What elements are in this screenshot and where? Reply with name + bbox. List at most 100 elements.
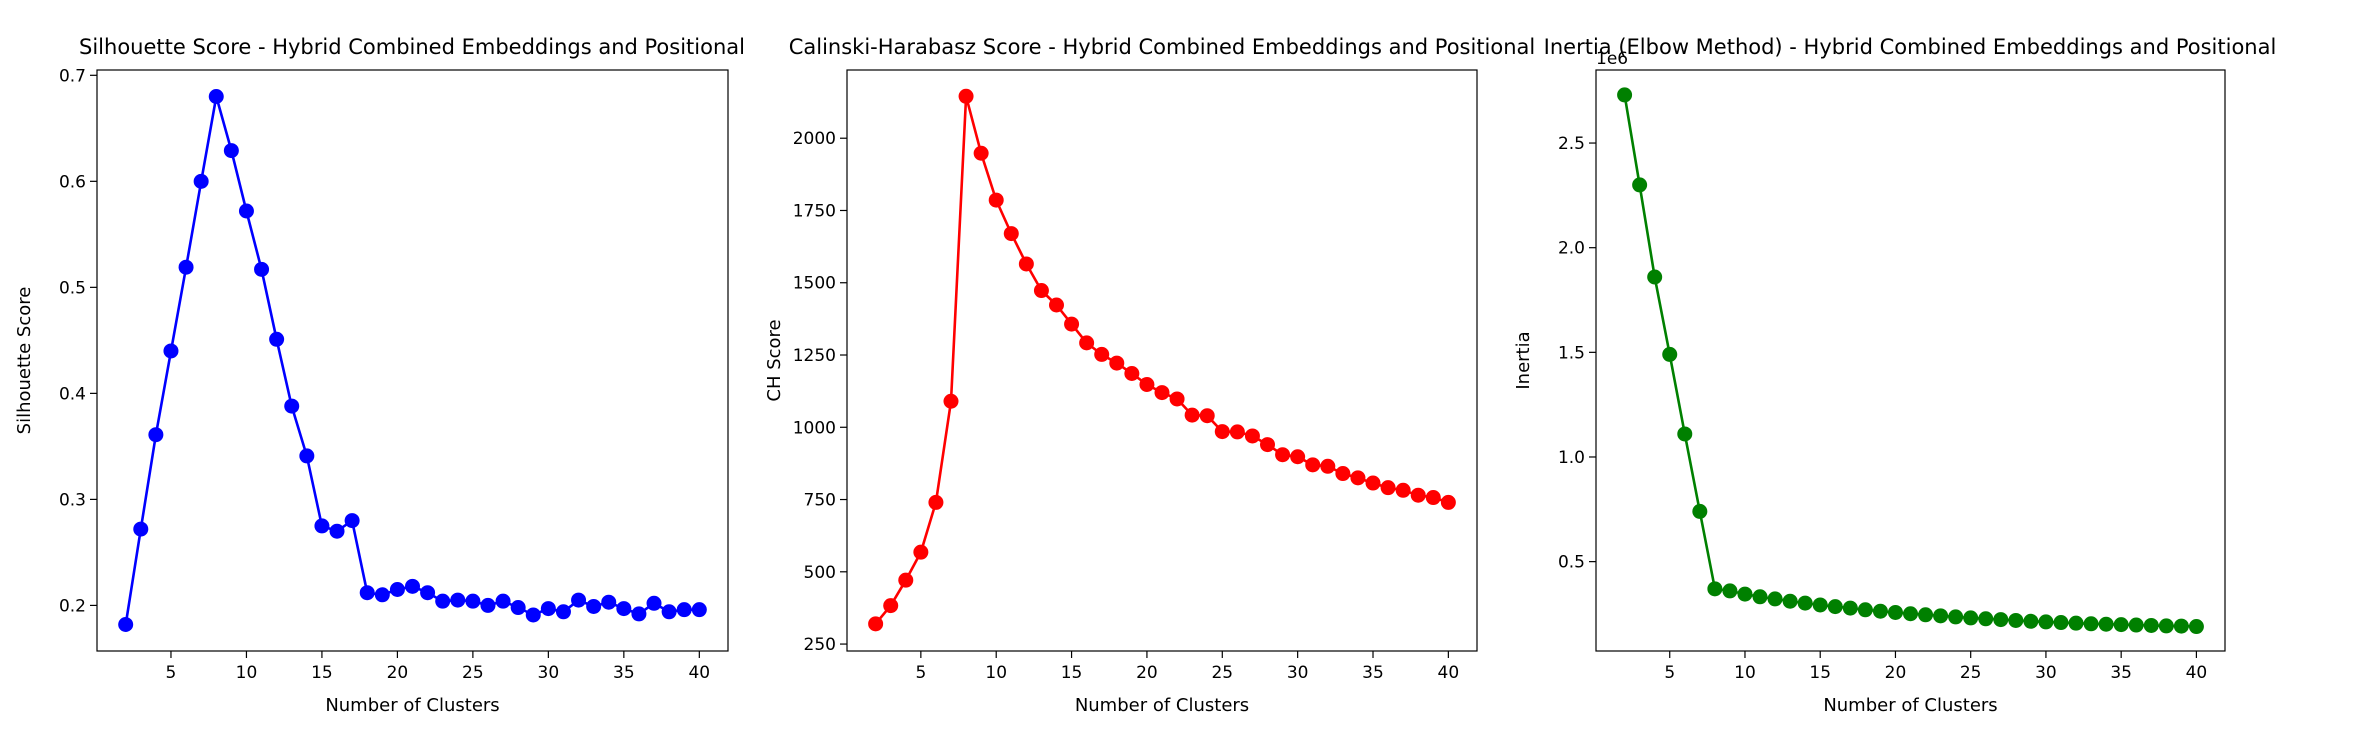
- ch-score-x-tick-label: 15: [1061, 663, 1083, 683]
- inertia-data-point: [1827, 599, 1843, 615]
- ch-score-data-point: [1350, 470, 1366, 486]
- inertia-data-point: [2173, 618, 2189, 634]
- silhouette-data-point: [359, 585, 375, 601]
- silhouette-data-point: [299, 448, 315, 464]
- inertia-x-tick-label: 25: [1960, 663, 1982, 683]
- silhouette-data-point: [480, 597, 496, 613]
- inertia-x-tick-label: 35: [2110, 663, 2132, 683]
- ch-score-data-point: [913, 544, 929, 560]
- inertia-data-point: [1782, 593, 1798, 609]
- silhouette-data-point: [118, 616, 134, 632]
- ch-score-y-tick-label: 1000: [793, 418, 836, 438]
- silhouette-x-tick-label: 25: [462, 663, 484, 683]
- inertia-x-axis-label: Number of Clusters: [1823, 695, 1997, 716]
- ch-score-data-point: [1425, 490, 1441, 506]
- ch-score-y-tick-label: 1750: [793, 201, 836, 221]
- inertia-data-point: [2158, 618, 2174, 634]
- silhouette-data-point: [616, 601, 632, 617]
- inertia-data-point: [2053, 615, 2069, 631]
- inertia-y-tick-label: 2.5: [1558, 134, 1585, 154]
- inertia-data-point: [1752, 589, 1768, 605]
- inertia-data-point: [2083, 616, 2099, 632]
- inertia-data-point: [1978, 611, 1994, 627]
- inertia-data-point: [1797, 595, 1813, 611]
- ch-score-data-point: [1260, 437, 1276, 453]
- inertia-data-point: [2128, 617, 2144, 633]
- inertia-data-point: [2008, 612, 2024, 628]
- inertia-x-tick-label: 5: [1664, 663, 1675, 683]
- ch-score-data-point: [1154, 385, 1170, 401]
- silhouette-x-axis-label: Number of Clusters: [325, 695, 499, 716]
- ch-score-series-line: [874, 95, 1449, 625]
- silhouette-data-point: [691, 602, 707, 618]
- ch-score-x-tick-label: 5: [915, 663, 926, 683]
- ch-score-data-point: [1094, 346, 1110, 362]
- ch-score-data-point: [958, 88, 974, 104]
- ch-score-data-point: [1244, 428, 1260, 444]
- ch-score-data-point: [1410, 487, 1426, 503]
- silhouette-data-point: [435, 593, 451, 609]
- ch-score-data-point: [973, 145, 989, 161]
- ch-score-x-tick-label: 40: [1438, 663, 1460, 683]
- silhouette-y-tick-label: 0.2: [59, 596, 86, 616]
- ch-score-data-point: [1305, 457, 1321, 473]
- silhouette-x-tick-label: 15: [311, 663, 333, 683]
- ch-score-data-point: [1290, 449, 1306, 465]
- inertia-data-point: [1903, 606, 1918, 622]
- silhouette-data-point: [465, 593, 481, 609]
- inertia-axes-frame: [1595, 69, 2226, 652]
- silhouette-data-point: [571, 592, 587, 608]
- silhouette-data-point: [601, 594, 617, 610]
- silhouette-data-point: [540, 601, 556, 617]
- ch-score-data-point: [1380, 480, 1396, 496]
- silhouette-data-point: [133, 521, 149, 537]
- inertia-data-point: [1857, 602, 1873, 618]
- silhouette-data-point: [661, 604, 677, 620]
- silhouette-axes-frame: [96, 69, 729, 652]
- ch-score-data-point: [988, 192, 1004, 208]
- silhouette-data-point: [676, 602, 692, 618]
- calinski-harabasz-chart: 5 10 15 20 25 30 35 40 250 500 750 1000 1250 1500 1750…: [764, 35, 1535, 716]
- silhouette-data-point: [163, 343, 179, 359]
- silhouette-chart: 5 10 15 20 25 30 35 40 0.2 0.3 0.4 0.5 0.6 0.7 Silhoue…: [14, 35, 745, 716]
- inertia-y-tick-label: 1.0: [1558, 448, 1585, 468]
- silhouette-data-point: [495, 593, 511, 609]
- ch-score-data-point: [1018, 256, 1034, 272]
- inertia-data-point: [1737, 586, 1753, 602]
- ch-score-data-point: [1169, 391, 1185, 407]
- ch-score-data-point: [1109, 355, 1125, 371]
- inertia-data-point: [1662, 346, 1678, 362]
- ch-score-x-tick-label: 20: [1136, 663, 1158, 683]
- silhouette-data-point: [525, 607, 541, 623]
- inertia-data-point: [1692, 503, 1708, 519]
- ch-score-data-point: [928, 494, 944, 510]
- silhouette-y-tick-label: 0.5: [59, 278, 86, 298]
- inertia-data-point: [1993, 612, 2009, 628]
- silhouette-x-tick-label: 30: [538, 663, 560, 683]
- ch-score-data-point: [1139, 376, 1155, 392]
- ch-score-data-point: [898, 572, 914, 588]
- silhouette-data-point: [329, 523, 345, 539]
- silhouette-data-point: [344, 513, 360, 529]
- inertia-data-point: [1812, 597, 1828, 613]
- silhouette-y-tick-label: 0.6: [59, 172, 86, 192]
- silhouette-data-point: [586, 598, 602, 614]
- ch-score-y-tick-label: 250: [804, 635, 836, 655]
- silhouette-data-point: [208, 89, 224, 105]
- silhouette-data-point: [269, 331, 285, 347]
- silhouette-data-point: [148, 427, 164, 443]
- inertia-data-point: [1707, 581, 1723, 597]
- inertia-data-point: [2038, 614, 2054, 630]
- silhouette-x-tick-label: 5: [166, 663, 177, 683]
- inertia-data-point: [1872, 603, 1888, 619]
- ch-score-data-point: [1003, 226, 1019, 242]
- silhouette-data-point: [238, 203, 254, 219]
- ch-score-data-point: [1275, 447, 1291, 463]
- silhouette-y-tick-label: 0.3: [59, 490, 86, 510]
- inertia-data-point: [1617, 87, 1633, 103]
- ch-score-y-tick-label: 1500: [793, 274, 836, 294]
- ch-score-y-axis-label: CH Score: [764, 319, 785, 401]
- ch-score-x-tick-label: 35: [1362, 663, 1384, 683]
- ch-score-data-point: [1048, 297, 1064, 313]
- ch-score-data-point: [1199, 408, 1215, 424]
